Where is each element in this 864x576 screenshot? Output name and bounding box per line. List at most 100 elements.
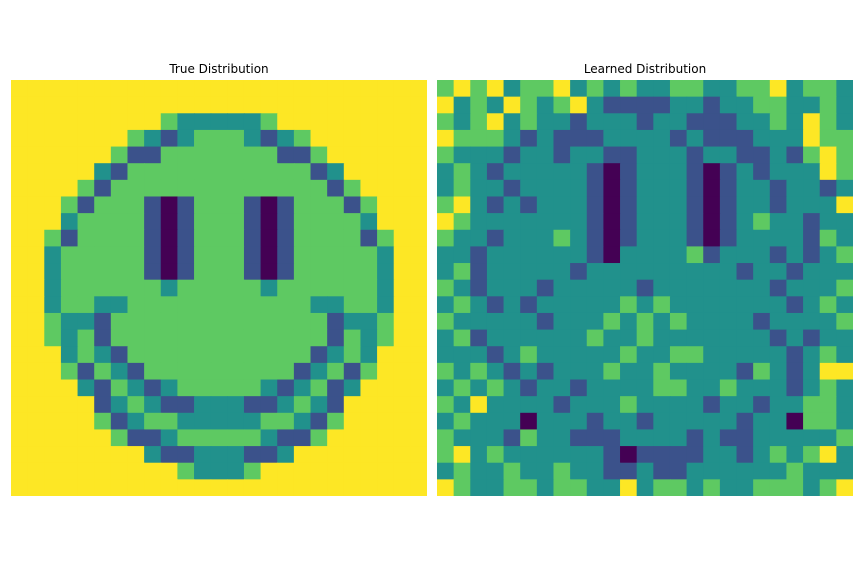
heatmap-cell <box>343 213 362 231</box>
heatmap-cell <box>786 462 804 480</box>
heatmap-cell <box>44 296 62 314</box>
heatmap-cell <box>470 412 488 431</box>
heatmap-cell <box>669 346 688 364</box>
heatmap-cell <box>60 179 79 198</box>
heatmap-cell <box>127 296 145 314</box>
heatmap-cell <box>277 379 295 397</box>
heatmap-cell <box>636 446 654 464</box>
heatmap-cell <box>703 179 721 198</box>
heatmap-cell <box>377 379 395 397</box>
heatmap-cell <box>653 129 671 148</box>
heatmap-cell <box>210 312 228 331</box>
heatmap-cell <box>343 346 362 364</box>
heatmap-cell <box>536 462 555 480</box>
heatmap-cell <box>819 80 837 98</box>
heatmap-cell <box>227 462 245 480</box>
heatmap-cell <box>819 396 837 414</box>
heatmap-cell <box>686 213 704 231</box>
heatmap-cell <box>227 412 245 431</box>
heatmap-cell <box>470 396 488 414</box>
heatmap-cell <box>11 379 29 397</box>
heatmap-cell <box>586 113 604 131</box>
heatmap-cell <box>44 279 62 297</box>
heatmap-cell <box>736 96 754 114</box>
heatmap-cell <box>11 96 29 114</box>
heatmap-cell <box>160 429 178 447</box>
heatmap-cell <box>110 246 129 264</box>
heatmap-cell <box>653 179 671 198</box>
heatmap-cell <box>653 429 671 447</box>
heatmap-cell <box>620 80 638 98</box>
heatmap-cell <box>11 129 29 148</box>
heatmap-cell <box>293 129 312 148</box>
heatmap-cell <box>127 362 145 381</box>
heatmap-cell <box>803 362 821 381</box>
heatmap-cell <box>177 346 195 364</box>
heatmap-cell <box>393 312 411 331</box>
heatmap-cell <box>736 412 754 431</box>
heatmap-cell <box>470 296 488 314</box>
heatmap-cell <box>553 346 571 364</box>
heatmap-cell <box>327 96 345 114</box>
heatmap-cell <box>260 113 278 131</box>
heatmap-cell <box>486 462 505 480</box>
heatmap-cell <box>803 263 821 281</box>
heatmap-cell <box>736 429 754 447</box>
heatmap-cell <box>786 312 804 331</box>
heatmap-cell <box>653 246 671 264</box>
heatmap-cell <box>60 146 79 164</box>
heatmap-cell <box>486 179 505 198</box>
heatmap-cell <box>620 213 638 231</box>
heatmap-cell <box>769 362 788 381</box>
heatmap-cell <box>586 163 604 181</box>
heatmap-cell <box>603 179 621 198</box>
heatmap-cell <box>819 129 837 148</box>
heatmap-cell <box>327 462 345 480</box>
heatmap-cell <box>620 279 638 297</box>
heatmap-cell <box>586 96 604 114</box>
heatmap-cell <box>453 263 471 281</box>
heatmap-cell <box>686 129 704 148</box>
heatmap-cell <box>260 446 278 464</box>
heatmap-cell <box>653 412 671 431</box>
heatmap-cell <box>437 196 455 214</box>
heatmap-cell <box>453 479 471 496</box>
heatmap-cell <box>360 346 378 364</box>
heatmap-cell <box>570 446 588 464</box>
heatmap-cell <box>470 479 488 496</box>
heatmap-cell <box>437 312 455 331</box>
heatmap-cell <box>44 479 62 496</box>
heatmap-cell <box>437 462 455 480</box>
heatmap-cell <box>144 279 162 297</box>
heatmap-cell <box>453 279 471 297</box>
heatmap-cell <box>786 263 804 281</box>
heatmap-cell <box>669 396 688 414</box>
heatmap-cell <box>437 96 455 114</box>
heatmap-cell <box>27 263 45 281</box>
heatmap-cell <box>570 379 588 397</box>
heatmap-cell <box>360 229 378 247</box>
heatmap-cell <box>736 80 754 98</box>
heatmap-cell <box>669 179 688 198</box>
heatmap-cell <box>410 379 427 397</box>
heatmap-cell <box>260 379 278 397</box>
heatmap-cell <box>94 196 112 214</box>
heatmap-cell <box>210 362 228 381</box>
heatmap-cell <box>360 279 378 297</box>
heatmap-cell <box>819 312 837 331</box>
heatmap-cell <box>160 296 178 314</box>
heatmap-cell <box>570 213 588 231</box>
heatmap-cell <box>437 179 455 198</box>
heatmap-cell <box>44 329 62 347</box>
heatmap-cell <box>60 379 79 397</box>
heatmap-cell <box>719 396 738 414</box>
heatmap-cell <box>503 246 521 264</box>
heatmap-cell <box>377 279 395 297</box>
heatmap-cell <box>410 96 427 114</box>
heatmap-cell <box>77 479 95 496</box>
heatmap-cell <box>77 362 95 381</box>
heatmap-cell <box>77 129 95 148</box>
heatmap-cell <box>277 246 295 264</box>
heatmap-cell <box>310 346 328 364</box>
heatmap-cell <box>503 479 521 496</box>
